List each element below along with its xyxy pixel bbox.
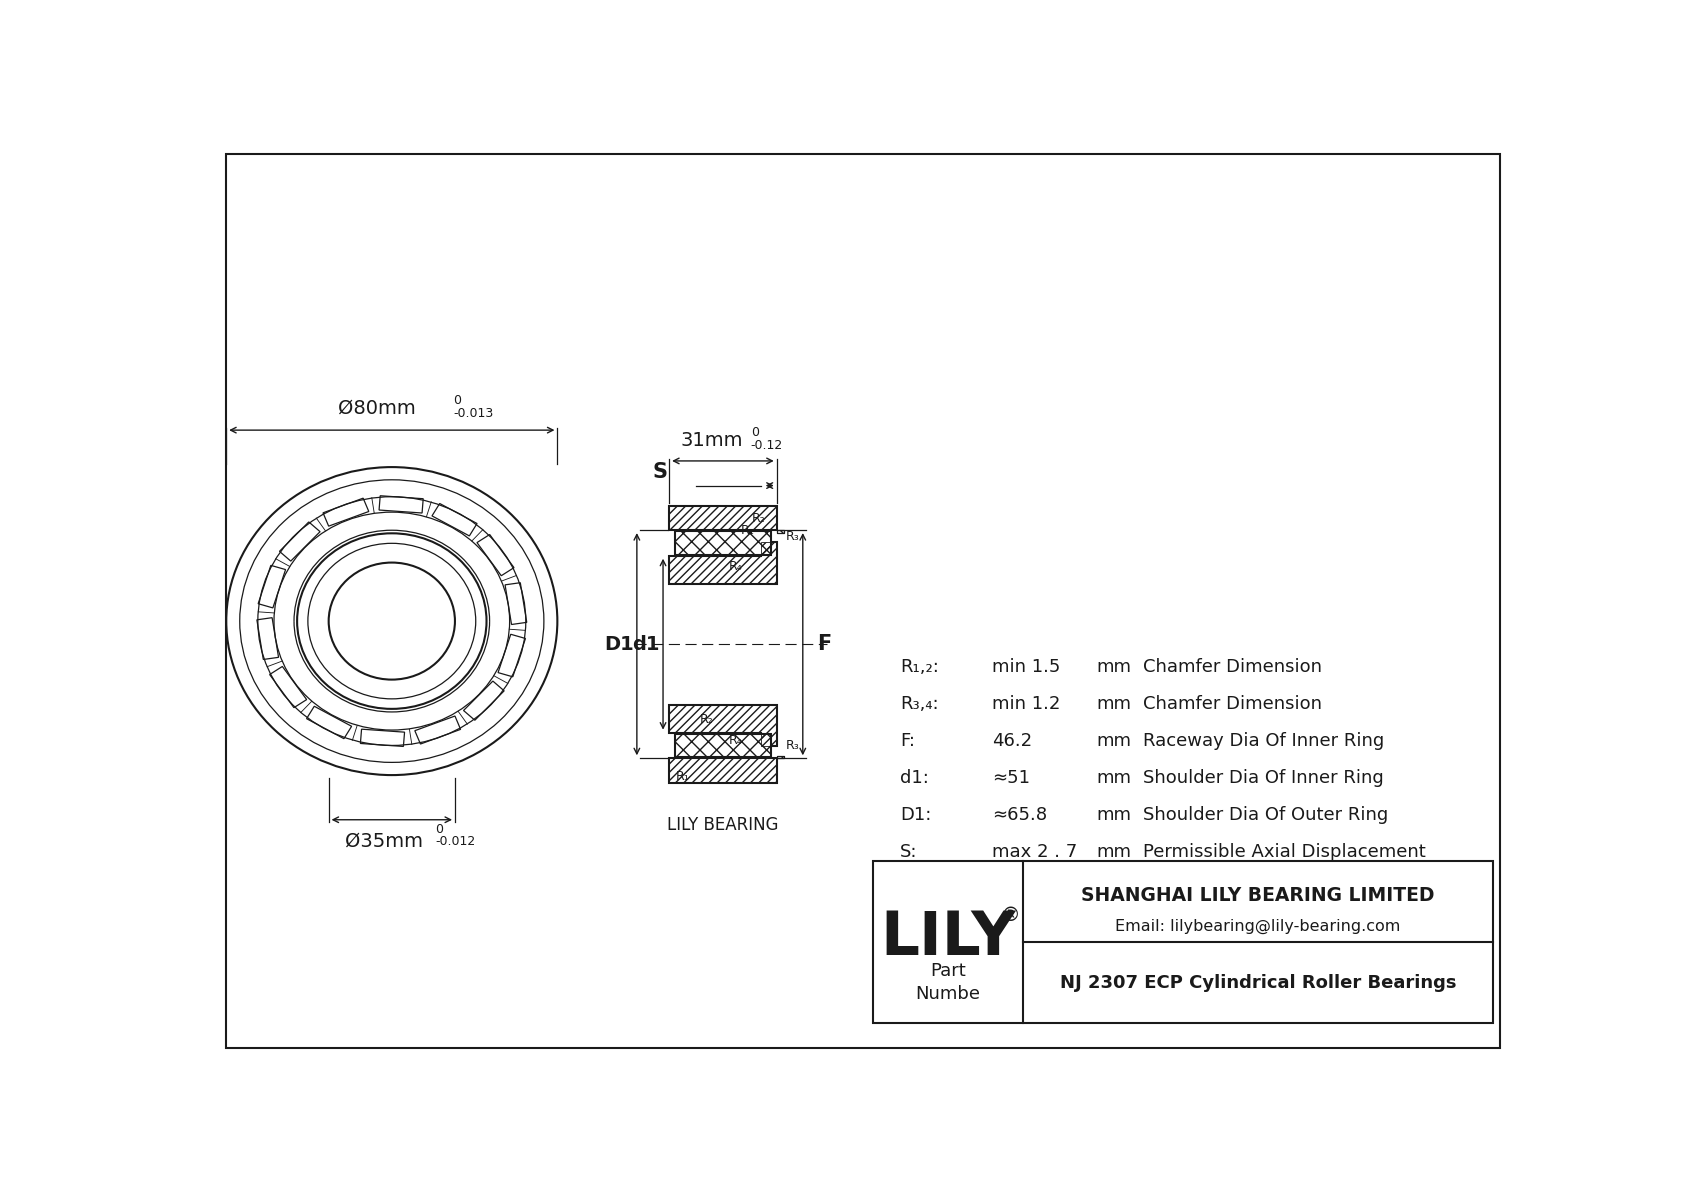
Text: SHANGHAI LILY BEARING LIMITED: SHANGHAI LILY BEARING LIMITED [1081, 886, 1435, 905]
Text: mm: mm [1096, 769, 1132, 787]
Text: Permissible Axial Displacement: Permissible Axial Displacement [1142, 843, 1425, 861]
Text: mm: mm [1096, 806, 1132, 824]
Text: R₄: R₄ [729, 734, 743, 747]
Text: -0.12: -0.12 [751, 438, 783, 451]
Text: ®: ® [1000, 906, 1019, 925]
Text: R₂: R₂ [751, 512, 765, 525]
Text: D1:: D1: [899, 806, 931, 824]
Text: mm: mm [1096, 696, 1132, 713]
Text: Shoulder Dia Of Inner Ring: Shoulder Dia Of Inner Ring [1142, 769, 1383, 787]
Text: min 1.2: min 1.2 [992, 696, 1061, 713]
Text: d1:: d1: [899, 769, 930, 787]
Text: Ø35mm: Ø35mm [345, 833, 423, 852]
Text: R₃,₄:: R₃,₄: [899, 696, 938, 713]
Text: 0: 0 [453, 394, 461, 407]
Text: NJ 2307 ECP Cylindrical Roller Bearings: NJ 2307 ECP Cylindrical Roller Bearings [1059, 973, 1457, 992]
Text: mm: mm [1096, 732, 1132, 750]
Text: 0: 0 [434, 823, 443, 836]
Text: mm: mm [1096, 843, 1132, 861]
Text: Email: lilybearing@lily-bearing.com: Email: lilybearing@lily-bearing.com [1115, 918, 1401, 934]
Text: LILY: LILY [881, 910, 1015, 968]
Text: R₃: R₃ [786, 738, 800, 752]
Text: min 1.5: min 1.5 [992, 659, 1061, 676]
Polygon shape [669, 542, 776, 584]
Text: S: S [653, 462, 667, 481]
Polygon shape [776, 756, 785, 759]
Text: LILY BEARING: LILY BEARING [667, 816, 778, 834]
Polygon shape [669, 506, 776, 530]
Text: Shoulder Dia Of Outer Ring: Shoulder Dia Of Outer Ring [1142, 806, 1388, 824]
Text: Part
Numbe: Part Numbe [916, 962, 980, 1003]
Text: -0.013: -0.013 [453, 407, 493, 420]
Text: max 2 . 7: max 2 . 7 [992, 843, 1078, 861]
Text: D1: D1 [605, 635, 633, 654]
Text: d1: d1 [633, 635, 660, 654]
Text: R₁: R₁ [741, 524, 754, 537]
Text: ≈65.8: ≈65.8 [992, 806, 1047, 824]
Text: 0: 0 [751, 426, 758, 439]
Bar [872, 861, 1494, 1023]
Polygon shape [675, 734, 771, 757]
Text: F: F [817, 634, 830, 654]
Text: R₄: R₄ [729, 561, 743, 573]
Text: S:: S: [899, 843, 918, 861]
Text: -0.012: -0.012 [434, 835, 475, 848]
Polygon shape [675, 531, 771, 555]
Text: Chamfer Dimension: Chamfer Dimension [1142, 696, 1322, 713]
Text: Raceway Dia Of Inner Ring: Raceway Dia Of Inner Ring [1142, 732, 1384, 750]
Text: R₃: R₃ [786, 530, 800, 543]
Text: 46.2: 46.2 [992, 732, 1032, 750]
Text: Ø80mm: Ø80mm [337, 399, 416, 418]
Text: 31mm: 31mm [680, 431, 743, 450]
Text: mm: mm [1096, 659, 1132, 676]
Text: ≈51: ≈51 [992, 769, 1031, 787]
Polygon shape [669, 705, 776, 747]
Polygon shape [669, 759, 776, 782]
Polygon shape [776, 530, 785, 532]
Text: Chamfer Dimension: Chamfer Dimension [1142, 659, 1322, 676]
Text: R₁,₂:: R₁,₂: [899, 659, 940, 676]
Text: R₂: R₂ [701, 713, 714, 727]
Text: R₁: R₁ [675, 771, 689, 784]
Text: F:: F: [899, 732, 914, 750]
